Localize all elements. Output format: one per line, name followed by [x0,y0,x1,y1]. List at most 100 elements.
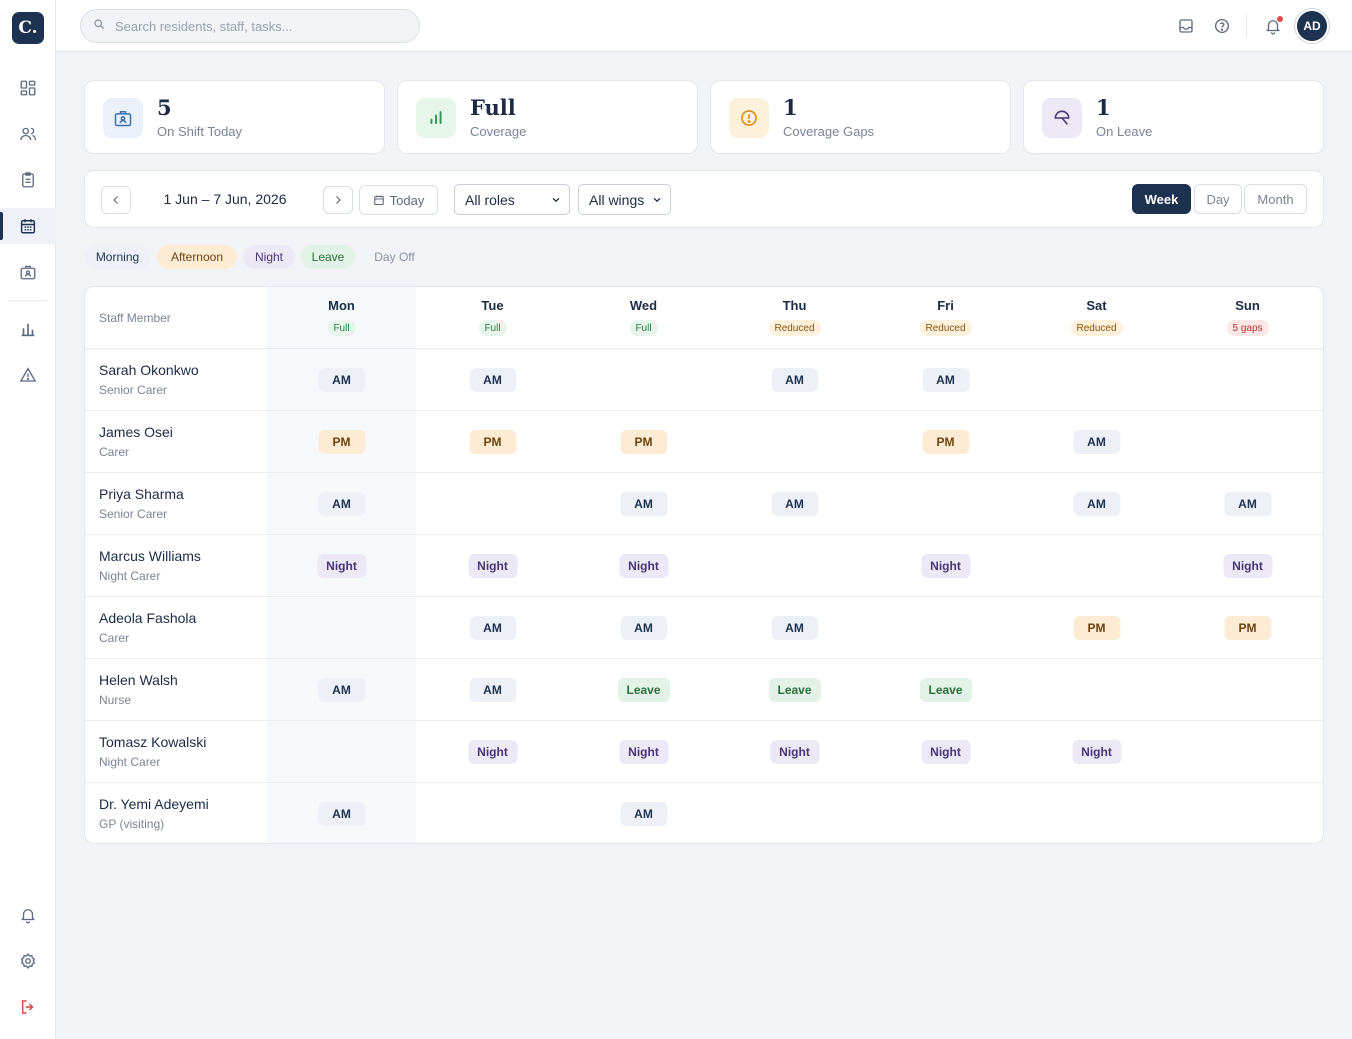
shift-chip[interactable]: AM [469,678,516,702]
settings-nav-icon[interactable] [0,943,56,979]
prev-week-button[interactable] [101,186,131,214]
global-search[interactable] [80,9,420,43]
staff-name[interactable]: Adeola Fashola [99,610,197,626]
view-month-button[interactable]: Month [1244,184,1307,214]
legend-morning: Morning [84,245,151,269]
staff-name[interactable]: James Osei [99,424,173,440]
help-icon[interactable] [1212,16,1232,36]
shift-chip[interactable]: AM [620,802,667,826]
staff-name[interactable]: Dr. Yemi Adeyemi [99,796,209,812]
shift-chip[interactable]: PM [922,430,969,454]
reports-nav-icon[interactable] [0,311,56,347]
roles-select-value: All roles [465,191,515,208]
shift-chip[interactable]: PM [1224,616,1271,640]
legend-afternoon: Afternoon [157,245,237,269]
notifications-nav-icon[interactable] [0,897,56,933]
rota-toolbar: 1 Jun – 7 Jun, 2026 Today All roles All … [84,170,1324,228]
user-avatar[interactable]: AD [1297,11,1327,41]
shift-chip[interactable]: PM [1073,616,1120,640]
shift-chip[interactable]: AM [771,616,818,640]
shift-chip[interactable]: AM [1073,492,1120,516]
inbox-icon[interactable] [1176,16,1196,36]
staff-role: Senior Carer [99,383,168,397]
shift-chip[interactable]: AM [469,616,516,640]
wings-select-value: All wings [589,191,645,208]
coverage-badge: 5 gaps [1226,320,1269,336]
view-week-button[interactable]: Week [1132,184,1191,214]
logout-icon[interactable] [0,989,56,1025]
shift-chip[interactable]: Night [921,740,970,764]
shift-chip[interactable]: Night [317,554,366,578]
shift-chip[interactable]: Night [921,554,970,578]
view-day-button[interactable]: Day [1194,184,1242,214]
staff-role: Night Carer [99,569,161,583]
topbar-divider [1246,14,1247,38]
staff-role: Carer [99,445,130,459]
coverage-badge: Full [327,320,356,336]
staff-name[interactable]: Tomasz Kowalski [99,734,207,750]
app-logo[interactable]: C. [12,12,44,44]
residents-nav-icon[interactable] [0,116,56,152]
chevron-down-icon [552,197,560,203]
staff-row: Marcus Williams Night Carer Night Night Nigh… [85,535,1323,597]
staff-row: Helen Walsh Nurse AM AM Leave Leave Leave [85,659,1323,721]
staff-role: GP (visiting) [99,817,165,831]
staff-name[interactable]: Helen Walsh [99,672,178,688]
staff-name[interactable]: Priya Sharma [99,486,184,502]
bar-chart-icon [416,98,456,138]
shift-chip[interactable]: AM [620,616,667,640]
shift-chip[interactable]: PM [620,430,667,454]
day-name: Sun [1235,298,1260,313]
staff-name[interactable]: Sarah Okonkwo [99,362,199,378]
staff-nav-icon[interactable] [0,254,56,290]
shift-chip[interactable]: AM [771,492,818,516]
stat-card-coverage-gaps: 1 Coverage Gaps [710,80,1011,154]
stat-label: Coverage Gaps [783,124,875,139]
shift-chip[interactable]: Leave [617,678,670,702]
shift-chip[interactable]: AM [620,492,667,516]
shift-chip[interactable]: AM [1224,492,1271,516]
staff-role: Nurse [99,693,132,707]
day-name: Fri [937,298,954,313]
staff-name[interactable]: Marcus Williams [99,548,201,564]
grid-header-row: Staff Member Mon Full Tue Full Wed Full Thu Red… [85,287,1323,349]
shift-chip[interactable]: Night [770,740,819,764]
incidents-nav-icon[interactable] [0,357,56,393]
shift-chip[interactable]: Night [1223,554,1272,578]
rota-grid: Staff Member Mon Full Tue Full Wed Full Thu Red… [84,286,1324,844]
shift-chip[interactable]: Night [1072,740,1121,764]
shift-chip[interactable]: AM [1073,430,1120,454]
tasks-nav-icon[interactable] [0,162,56,198]
shift-chip[interactable]: PM [469,430,516,454]
topbar: AD [56,0,1352,52]
staff-row: Adeola Fashola Carer AM AM AM PM PM [85,597,1323,659]
shift-chip[interactable]: Leave [768,678,821,702]
shift-chip[interactable]: AM [771,368,818,392]
stat-card-on-leave: 1 On Leave [1023,80,1324,154]
shift-chip[interactable]: Night [619,554,668,578]
notification-bell-icon[interactable] [1263,16,1283,36]
shift-chip[interactable]: Night [468,554,517,578]
dashboard-nav-icon[interactable] [0,70,56,106]
shift-chip[interactable]: AM [318,368,365,392]
coverage-badge: Reduced [1070,320,1123,336]
stat-label: On Shift Today [157,124,243,139]
stat-card-coverage: Full Coverage [397,80,698,154]
shift-chip[interactable]: AM [922,368,969,392]
coverage-badge: Full [629,320,658,336]
rota-nav-icon[interactable] [0,208,56,244]
shift-chip[interactable]: AM [469,368,516,392]
shift-chip[interactable]: AM [318,678,365,702]
search-input[interactable] [115,18,395,34]
shift-chip[interactable]: Night [619,740,668,764]
shift-chip[interactable]: Night [468,740,517,764]
shift-chip[interactable]: AM [318,802,365,826]
shift-chip[interactable]: Leave [919,678,972,702]
shift-chip[interactable]: PM [318,430,365,454]
stat-value: 1 [783,95,798,120]
next-week-button[interactable] [323,186,353,214]
wings-select[interactable]: All wings [578,184,671,215]
roles-select[interactable]: All roles [454,184,570,215]
shift-chip[interactable]: AM [318,492,365,516]
today-button[interactable]: Today [359,185,438,215]
